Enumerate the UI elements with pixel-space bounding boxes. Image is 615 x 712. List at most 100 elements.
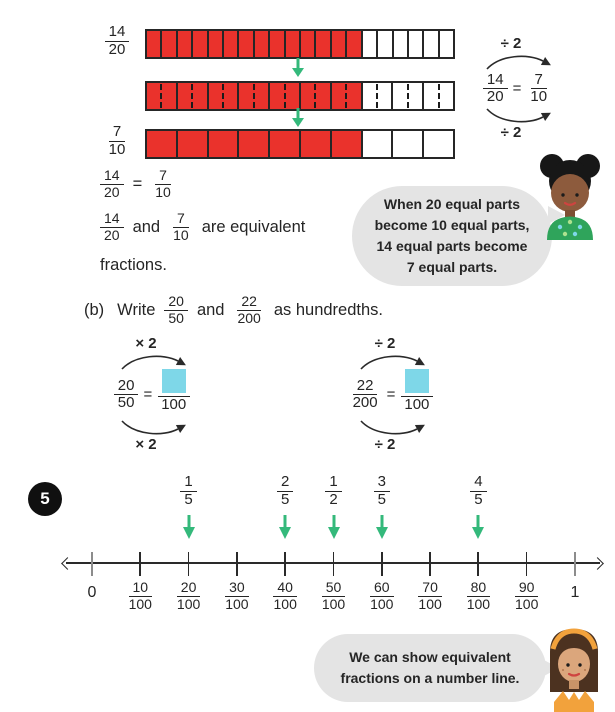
- tick: [429, 552, 431, 576]
- answer-box[interactable]: [404, 368, 429, 393]
- tick: [235, 552, 238, 576]
- fraction-denominator: 20: [108, 40, 126, 58]
- tick-label: 1: [570, 584, 580, 601]
- multiply-by-two-equation: × 2 20 50 = 100 × 2: [92, 335, 212, 454]
- fraction-denominator: 100: [515, 595, 539, 612]
- equals-sign: =: [143, 386, 153, 404]
- fraction-numerator: 30: [225, 579, 249, 597]
- tick-label: 70 100: [408, 579, 452, 612]
- fraction-denominator: 200: [237, 309, 261, 326]
- fraction-denominator: 100: [161, 395, 187, 413]
- fraction: 90 100: [511, 579, 542, 612]
- fraction-numerator: 1: [180, 473, 197, 492]
- bar-cell: [316, 31, 332, 57]
- question-number-badge: 5: [28, 482, 62, 516]
- answer-fraction: 100: [157, 367, 190, 414]
- fraction-numerator: 22: [352, 377, 378, 396]
- curved-arrow-right-icon: [486, 108, 551, 123]
- bar-cell: [300, 83, 332, 109]
- fraction: 10 100: [125, 579, 156, 612]
- bar-cell: [270, 31, 286, 57]
- fraction-denominator: 5: [474, 490, 483, 508]
- tick: [332, 552, 335, 576]
- tick-label: 20 100: [167, 579, 211, 612]
- tick: [139, 552, 142, 576]
- fraction-numerator: 14: [100, 210, 124, 228]
- bar-cell: [393, 83, 425, 109]
- tick-label: 90 100: [505, 579, 549, 612]
- speech-bubble: When 20 equal parts become 10 equal part…: [352, 186, 565, 286]
- part-b-prompt: (b) Write 20 50 and 22 200 as hundredths…: [84, 293, 383, 326]
- bar-cell: [424, 83, 453, 109]
- tick: [91, 552, 93, 576]
- fraction: 7 10: [105, 123, 130, 159]
- bar-cell: [362, 83, 394, 109]
- bar-cell: [270, 131, 301, 157]
- green-down-arrow-icon: [327, 514, 340, 539]
- fraction: 20 100: [173, 579, 204, 612]
- bar-label-seven-tenths: 7 10: [95, 123, 139, 159]
- fraction-numerator: 80: [466, 579, 491, 597]
- fraction-numerator: 7: [155, 167, 171, 185]
- fraction-denominator: 5: [377, 490, 386, 508]
- fraction-denominator: 5: [184, 490, 193, 508]
- text: are equivalent: [201, 217, 306, 236]
- fraction-numerator: 7: [108, 123, 126, 142]
- operation-label: ÷ 2: [500, 35, 522, 52]
- curved-arrow-right-icon: [360, 355, 425, 370]
- bar-cell: [147, 31, 163, 57]
- fraction-numerator: 14: [104, 23, 130, 42]
- speech-line: 7 equal parts.: [406, 259, 498, 275]
- fraction-denominator: 100: [404, 395, 430, 413]
- fraction: 20 50: [113, 377, 139, 413]
- fraction-numerator: 14: [100, 167, 124, 185]
- bar-cell: [147, 131, 178, 157]
- fraction-denominator: 20: [486, 88, 504, 106]
- fraction-denominator: 10: [108, 140, 126, 158]
- bar-cell: [208, 83, 240, 109]
- speech-line: become 10 equal parts,: [374, 217, 530, 233]
- bar-cell: [208, 131, 240, 157]
- bar-cell: [424, 131, 453, 157]
- fraction-numerator: 10: [128, 579, 153, 597]
- fraction-numerator: 20: [164, 293, 188, 311]
- curved-arrow-right-icon: [360, 420, 425, 435]
- green-down-arrow-icon: [472, 514, 485, 539]
- tick: [574, 552, 576, 576]
- tick: [380, 552, 383, 576]
- fraction-denominator: 100: [225, 595, 249, 612]
- girl-avatar-headband: [550, 628, 598, 712]
- green-down-arrow-icon: [375, 514, 388, 539]
- fraction: 7 10: [169, 210, 193, 243]
- fraction: 70 100: [414, 579, 445, 612]
- fraction-denominator: 10: [173, 226, 189, 243]
- left-arrow-icon: [61, 556, 74, 570]
- text: Write: [117, 300, 156, 319]
- bar-label-fourteen-twentieths: 14 20: [95, 23, 139, 59]
- fraction: 50 100: [318, 579, 349, 612]
- fraction-denominator: 100: [466, 595, 491, 612]
- bar-cell: [347, 31, 363, 57]
- bar-cell: [362, 131, 394, 157]
- fraction-numerator: 4: [470, 473, 487, 492]
- speech-line: fractions on a number line.: [340, 670, 520, 686]
- tick-label: 50 100: [312, 579, 356, 612]
- girl-avatar-puffs: [540, 154, 600, 240]
- tick-label: 40 100: [263, 579, 307, 612]
- answer-box[interactable]: [161, 368, 186, 393]
- fraction-numerator: 22: [237, 293, 261, 311]
- fraction: 20 50: [164, 293, 188, 326]
- right-arrow-icon: [591, 556, 604, 570]
- divide-by-two-equation: ÷ 2 22 200 = 100 ÷ 2: [331, 335, 451, 454]
- fraction: 14 20: [104, 23, 130, 59]
- bar-cell: [393, 31, 409, 57]
- tick: [477, 552, 480, 576]
- fraction-denominator: 10: [155, 183, 171, 200]
- operation-label: ÷ 2: [500, 124, 522, 142]
